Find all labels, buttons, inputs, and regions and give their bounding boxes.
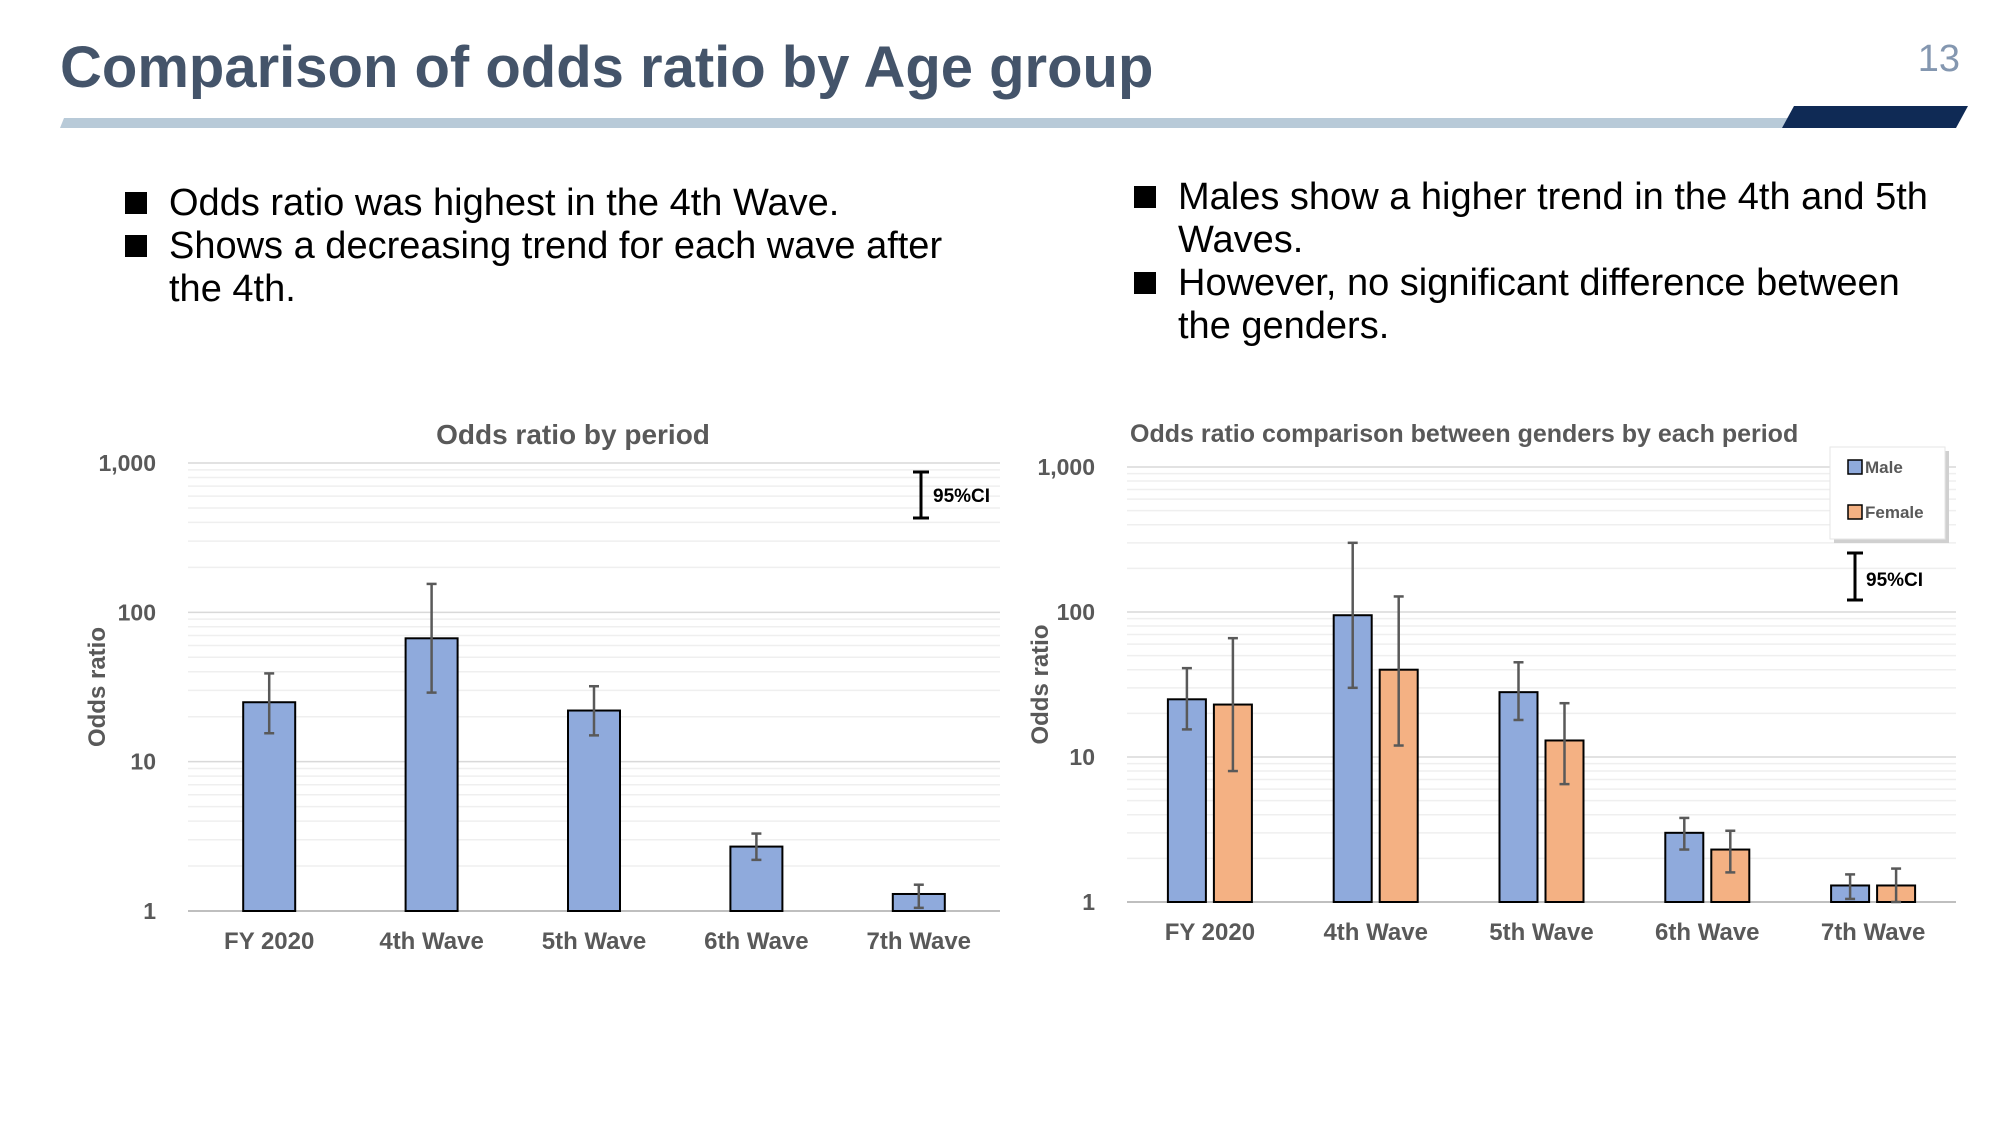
bar <box>242 701 297 913</box>
x-tick-label: 6th Wave <box>704 928 808 955</box>
bullet-text: Males show a higher trend in the 4th and… <box>1178 176 1928 261</box>
y-axis-label: Odds ratio <box>84 627 111 747</box>
bullet-square-icon <box>1134 186 1156 208</box>
x-tick-label: 6th Wave <box>1655 919 1759 946</box>
x-tick-label: FY 2020 <box>1165 919 1255 946</box>
bar <box>567 709 621 913</box>
y-tick-label: 100 <box>118 599 156 625</box>
y-tick-label: 1,000 <box>98 450 156 476</box>
bullet-text: Shows a decreasing trend for each wave a… <box>169 225 943 310</box>
y-tick-label: 1 <box>1082 889 1095 915</box>
bullet-text: Odds ratio was highest in the 4th Wave. <box>169 182 840 224</box>
bullet-text: However, no significant difference betwe… <box>1178 262 1900 347</box>
title-rule <box>60 106 1968 128</box>
x-tick-label: 4th Wave <box>1323 919 1427 946</box>
bullet-list-left: Odds ratio was highest in the 4th Wave. … <box>125 182 975 311</box>
y-tick-label: 1 <box>143 898 156 924</box>
bullet-list-right: Males show a higher trend in the 4th and… <box>1134 176 1954 348</box>
bullet-square-icon <box>125 192 147 214</box>
x-tick-label: 7th Wave <box>1821 919 1925 946</box>
bullet-item: Males show a higher trend in the 4th and… <box>1134 176 1954 262</box>
x-tick-label: 4th Wave <box>379 928 483 955</box>
title-rule-dark <box>1782 106 1968 128</box>
bullet-item: Odds ratio was highest in the 4th Wave. <box>125 182 975 225</box>
legend-swatch <box>1847 504 1863 520</box>
bullet-item: However, no significant difference betwe… <box>1134 262 1954 348</box>
slide-title: Comparison of odds ratio by Age group <box>60 35 1154 100</box>
bullet-item: Shows a decreasing trend for each wave a… <box>125 225 975 311</box>
title-rule-light <box>60 118 1788 128</box>
y-axis-label: Odds ratio <box>1027 624 1054 744</box>
bar <box>1498 691 1539 904</box>
y-tick-label: 10 <box>1069 744 1095 770</box>
x-tick-label: 7th Wave <box>867 928 971 955</box>
legend-swatch <box>1847 459 1863 475</box>
y-tick-label: 1,000 <box>1037 454 1095 480</box>
y-tick-label: 10 <box>130 749 156 775</box>
x-tick-label: FY 2020 <box>224 928 314 955</box>
page-number: 13 <box>1917 38 1960 80</box>
y-tick-label: 100 <box>1057 599 1095 625</box>
x-tick-label: 5th Wave <box>1489 919 1593 946</box>
chart-title: Odds ratio by period <box>436 419 710 450</box>
legend-label: Male <box>1865 458 1903 477</box>
legend-label: Female <box>1865 503 1924 522</box>
ci-label: 95%CI <box>933 486 990 507</box>
bullet-square-icon <box>1134 272 1156 294</box>
x-tick-label: 5th Wave <box>542 928 646 955</box>
chart-title: Odds ratio comparison between genders by… <box>1130 420 1798 448</box>
bullet-square-icon <box>125 235 147 257</box>
ci-label: 95%CI <box>1866 570 1923 591</box>
